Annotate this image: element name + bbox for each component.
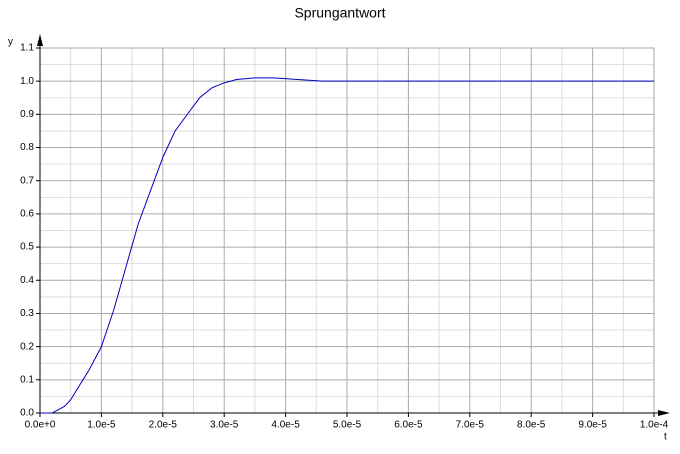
y-tick-label: 0.0 <box>20 408 34 419</box>
y-tick-label: 0.2 <box>20 341 34 352</box>
x-tick-label: 9.0e-5 <box>578 420 607 431</box>
y-tick-label: 0.3 <box>20 308 34 319</box>
x-tick-label: 1.0e-5 <box>87 420 116 431</box>
x-axis-label: t <box>664 432 667 443</box>
x-tick-label: 4.0e-5 <box>271 420 300 431</box>
x-tick-label: 3.0e-5 <box>210 420 239 431</box>
y-tick-label: 0.8 <box>20 142 34 153</box>
x-tick-label: 2.0e-5 <box>149 420 178 431</box>
y-tick-label: 0.9 <box>20 109 34 120</box>
x-tick-label: 6.0e-5 <box>394 420 423 431</box>
y-tick-label: 0.7 <box>20 175 34 186</box>
x-tick-label: 1.0e-4 <box>640 420 669 431</box>
y-tick-label: 1.1 <box>20 43 34 54</box>
y-tick-label: 0.4 <box>20 275 34 286</box>
y-tick-label: 0.6 <box>20 209 34 220</box>
x-tick-label: 7.0e-5 <box>456 420 485 431</box>
y-tick-label: 0.1 <box>20 374 34 385</box>
x-axis-arrow <box>658 410 670 416</box>
chart-title: Sprungantwort <box>294 5 385 21</box>
x-tick-label: 0.0e+0 <box>25 420 56 431</box>
x-tick-label: 5.0e-5 <box>333 420 362 431</box>
x-tick-label: 8.0e-5 <box>517 420 546 431</box>
y-axis-label: y <box>8 37 13 48</box>
y-tick-label: 0.5 <box>20 242 34 253</box>
y-tick-label: 1.0 <box>20 76 34 87</box>
line-series <box>40 77 654 414</box>
